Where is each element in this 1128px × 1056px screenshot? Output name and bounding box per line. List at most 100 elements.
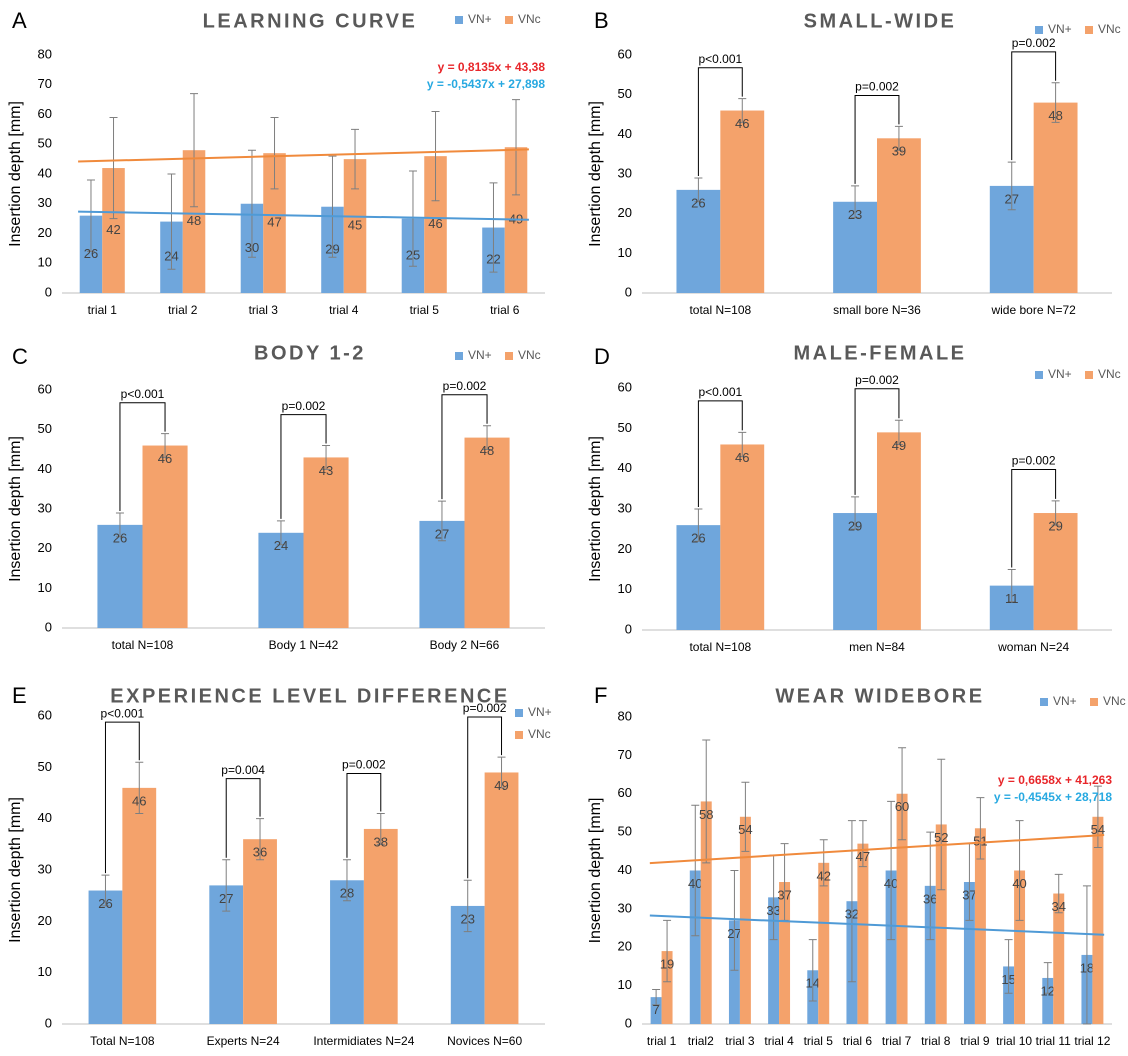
bar [857,843,869,1024]
data-label: 46 [132,793,146,808]
trendline [649,833,1105,865]
y-tick-label: 30 [618,900,632,915]
bar [122,787,157,1024]
data-label: 54 [1091,822,1105,837]
data-label: 37 [777,887,791,902]
legend-swatch [1085,371,1093,379]
x-tick-label: trial 4 [329,303,359,317]
x-tick-label: trial 4 [764,1034,794,1048]
significance-bracket [225,778,261,858]
error-bar [741,781,750,852]
y-tick-label: 20 [618,205,632,220]
error-bar [808,939,817,1002]
bar [258,532,304,628]
data-label: 29 [1048,518,1062,533]
error-bar [342,859,351,902]
data-label: 46 [735,450,749,465]
y-tick-label: 0 [625,1015,632,1030]
x-tick-label: trial 8 [921,1034,951,1048]
error-bar [161,433,170,458]
data-label: 12 [1041,983,1055,998]
y-tick-label: 10 [38,964,52,979]
data-label: 27 [219,891,233,906]
data-label: 26 [98,896,112,911]
error-bar [694,177,703,203]
bar [1003,966,1015,1024]
y-tick-label: 20 [38,913,52,928]
error-bar [1004,939,1013,994]
y-tick-label: 80 [38,46,52,61]
bar [700,801,712,1024]
error-bar [115,512,124,538]
panel-letter: E [12,683,27,708]
x-tick-label: trial2 [688,1034,714,1048]
legend-swatch [505,352,513,360]
error-bar [497,756,506,789]
trendline-equation: y = 0,6658x + 41,263 [998,773,1112,787]
data-label: 22 [486,252,500,267]
bar [424,156,447,293]
chart-title: WEAR WIDEBORE [775,685,984,707]
y-tick-label: 20 [38,225,52,240]
error-bar [858,820,867,868]
significance-bracket [697,400,743,507]
panel-letter: C [12,344,28,369]
data-label: 36 [253,845,267,860]
y-tick-label: 40 [38,810,52,825]
error-bar [222,859,231,912]
x-tick-label: Body 1 N=42 [269,638,339,652]
data-label: 42 [106,222,120,237]
data-label: 26 [691,531,705,546]
bar [79,215,103,293]
y-tick-label: 10 [618,977,632,992]
p-value-label: p=0.002 [855,80,899,94]
error-bar [247,149,256,258]
legend-label: VN+ [468,348,492,362]
bar [768,897,780,1024]
y-tick-label: 50 [618,86,632,101]
error-bar [351,128,360,190]
error-bar [851,496,860,530]
bar [142,445,188,628]
error-bar [437,500,446,542]
y-tick-label: 50 [618,420,632,435]
significance-bracket [697,67,743,176]
trendline [78,148,529,163]
error-bar [167,173,176,270]
data-label: 27 [435,526,449,541]
data-label: 46 [158,451,172,466]
error-bar [1007,569,1016,603]
y-tick-label: 10 [618,245,632,260]
legend-label: VN+ [1048,22,1072,36]
legend-swatch [455,352,463,360]
bar [779,882,791,1024]
bar [689,870,701,1024]
y-tick-label: 20 [38,540,52,555]
bar [1092,816,1104,1024]
y-axis-label: Insertion depth [mm] [587,798,604,944]
error-bar [256,818,265,861]
y-tick-label: 60 [618,46,632,61]
error-bar [738,98,747,123]
error-bar [431,111,440,202]
data-label: 14 [806,976,820,991]
error-bar [976,797,985,860]
significance-bracket [346,772,382,858]
bar [877,432,921,630]
bar [363,828,398,1024]
bar [650,997,662,1024]
data-label: 45 [348,218,362,233]
error-bar [101,874,110,907]
error-bar [1054,873,1063,914]
data-label: 37 [962,887,976,902]
x-tick-label: trial 2 [168,303,198,317]
error-bar [1093,785,1102,848]
legend-swatch [515,709,523,717]
y-tick-label: 0 [625,284,632,299]
bar [243,839,277,1024]
bar [1033,513,1078,630]
x-tick-label: trial 6 [490,303,520,317]
error-bar [276,520,285,546]
x-tick-label: trial 7 [882,1034,912,1048]
